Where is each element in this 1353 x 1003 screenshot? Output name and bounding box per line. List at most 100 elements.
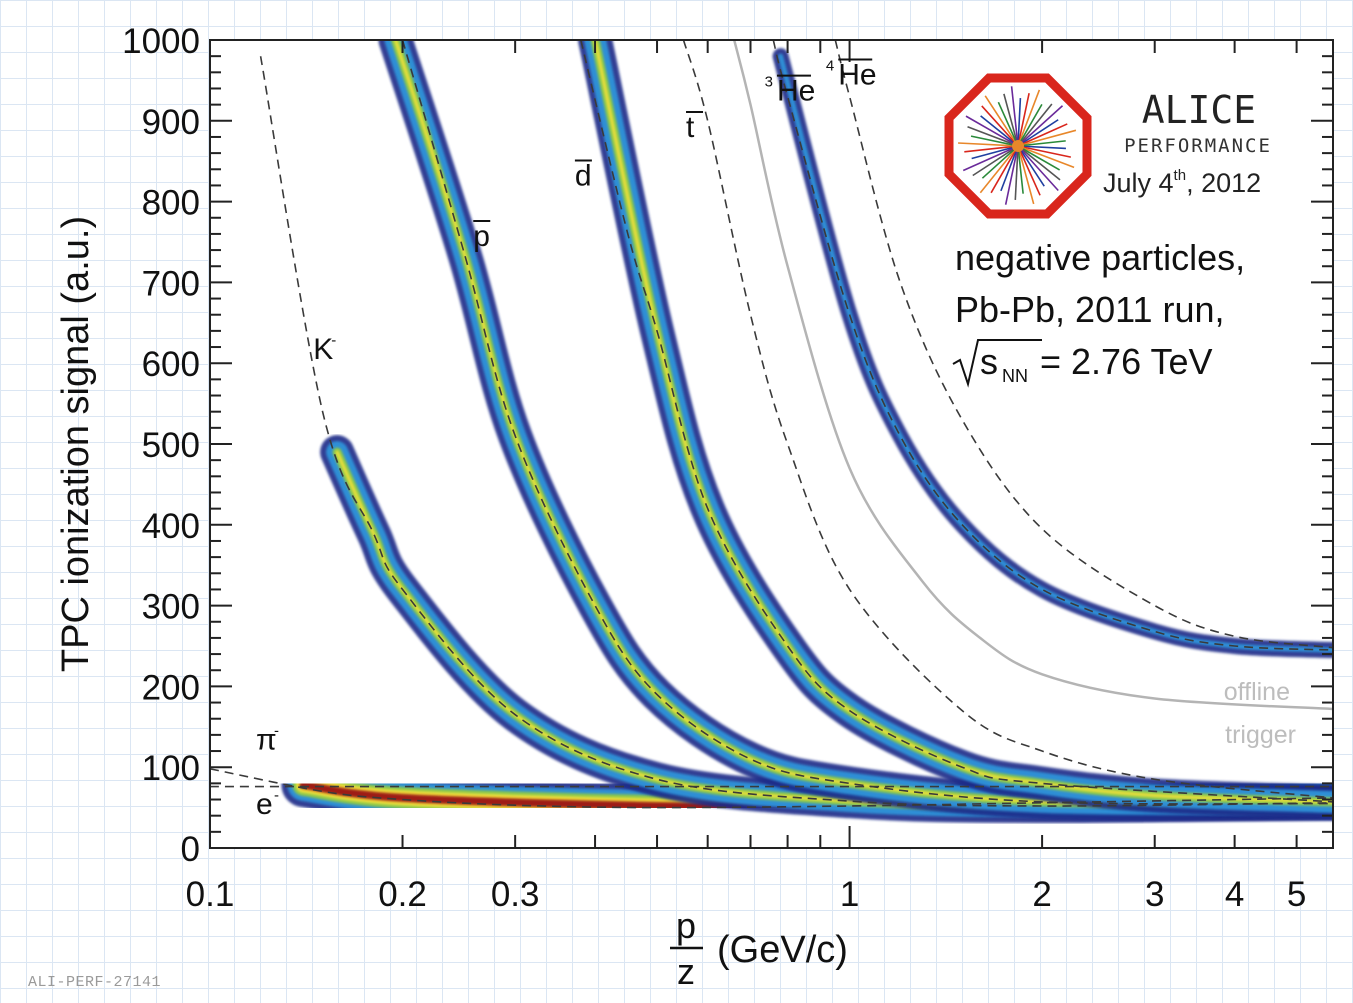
y-axis-title: TPC ionization signal (a.u.) [55, 216, 97, 672]
particle-label-text: K [313, 333, 333, 366]
burst-ray [1017, 145, 1045, 187]
sqrt-symbol [952, 339, 1042, 388]
particle-label-item: π- [256, 722, 279, 756]
burst-ray [1017, 145, 1024, 194]
burst-ray [984, 95, 1019, 147]
collision-burst-icon [958, 86, 1077, 205]
burst-ray [1017, 145, 1066, 150]
burst-ray [1017, 145, 1075, 169]
curve-p [401, 40, 1333, 805]
particle-label-text: p [473, 220, 490, 253]
date-sup: th [1174, 167, 1187, 184]
tick-labels: 0.1 0.2 0.3 1 2 3 4 5 0 100 200 300 400 500 600 700 800 9… [122, 22, 1306, 914]
burst-ray [980, 115, 1019, 147]
x-tick-label: 5 [1287, 875, 1306, 914]
info-line-1: negative particles, [955, 237, 1245, 278]
info-energy: = 2.76 TeV [1040, 341, 1212, 382]
burst-ray [967, 126, 1019, 147]
info-sqrt-sub: NN [1002, 366, 1028, 386]
y-tick-label: 1000 [122, 22, 200, 61]
trigger-label-offline: offline [1224, 678, 1290, 706]
burst-ray [1010, 86, 1019, 147]
alice-logo-date: July 4th, 2012 [1103, 167, 1261, 198]
burst-ray [1017, 103, 1043, 147]
particle-label-presup: 3 [765, 74, 773, 91]
curve-k [259, 56, 1333, 807]
particle-label-presup: 4 [826, 57, 834, 74]
y-tick-label: 700 [142, 264, 200, 303]
trigger-label-trigger: trigger [1225, 721, 1296, 749]
particle-label-text: t [686, 111, 695, 144]
particle-label-he3: 3 He [765, 74, 816, 108]
y-tick-label: 800 [142, 184, 200, 223]
info-sqrt-s: s [980, 341, 998, 382]
y-tick-label: 500 [142, 426, 200, 465]
burst-ray [972, 145, 1019, 177]
particle-label-sup: - [274, 787, 279, 804]
x-tick-label: 0.2 [378, 875, 427, 914]
burst-core [1012, 140, 1024, 152]
particle-label-p: p [473, 220, 491, 253]
particle-label-t: t [686, 110, 704, 144]
info-line-2: Pb-Pb, 2011 run, [955, 289, 1225, 330]
burst-ray [1017, 98, 1022, 147]
date-day: July 4 [1103, 168, 1174, 198]
x-axis-title-numerator: p [676, 905, 696, 946]
x-axis-title-denominator: z [677, 951, 695, 992]
particle-label-text: He [777, 75, 815, 108]
x-tick-label: 4 [1225, 875, 1244, 914]
figure-id-footer: ALI-PERF-27141 [28, 974, 162, 991]
burst-ray [965, 115, 1019, 147]
plot-background [210, 40, 1333, 848]
y-tick-label: 100 [142, 749, 200, 788]
expected-curves [210, 40, 1333, 809]
burst-ray [1000, 145, 1019, 192]
alice-logo-subtitle: PERFORMANCE [1124, 135, 1272, 157]
burst-ray [1017, 123, 1068, 147]
burst-ray [981, 105, 1019, 147]
particle-label-text: d [575, 159, 592, 192]
burst-ray [1017, 92, 1030, 147]
burst-ray [1003, 93, 1019, 147]
x-tick-label: 3 [1145, 875, 1164, 914]
burst-ray [1004, 145, 1019, 205]
burst-ray [1017, 145, 1035, 205]
y-tick-label: 200 [142, 668, 200, 707]
x-axis-title: p z (GeV/c) [670, 905, 848, 992]
particle-label-d: d [574, 159, 592, 192]
y-tick-label: 0 [181, 830, 200, 869]
burst-ray [1017, 103, 1053, 147]
particle-label-e: e- [256, 787, 279, 821]
particle-label-sup: - [274, 722, 279, 739]
particle-label-he4: 4 He [826, 57, 877, 91]
burst-ray [1017, 105, 1064, 147]
axis-ticks [209, 39, 1333, 849]
burst-ray [1014, 145, 1019, 200]
particle-label-sup: - [331, 332, 336, 349]
y-tick-label: 600 [142, 345, 200, 384]
burst-ray [970, 135, 1019, 147]
info-text: negative particles, Pb-Pb, 2011 run, s N… [952, 237, 1245, 388]
particle-label-text: π [256, 723, 277, 756]
date-year: , 2012 [1186, 168, 1261, 198]
curve-he [834, 40, 1333, 649]
alice-logo: ALICE PERFORMANCE July 4th, 2012 [944, 73, 1272, 219]
burst-ray [1017, 119, 1059, 147]
x-tick-label: 0.3 [491, 875, 540, 914]
x-tick-label: 0.1 [186, 875, 235, 914]
burst-ray [1017, 145, 1059, 192]
burst-ray [962, 145, 1019, 172]
alice-logo-title: ALICE [1142, 88, 1256, 132]
burst-ray [1017, 145, 1072, 158]
burst-ray [971, 145, 1019, 160]
particle-label-text: He [838, 58, 876, 91]
y-tick-label: 400 [142, 507, 200, 546]
curve-he [772, 40, 1333, 651]
burst-ray [964, 145, 1019, 153]
burst-ray [990, 145, 1019, 194]
burst-ray [1017, 129, 1077, 147]
particle-label-k: K- [313, 332, 336, 366]
x-tick-label: 1 [840, 875, 859, 914]
